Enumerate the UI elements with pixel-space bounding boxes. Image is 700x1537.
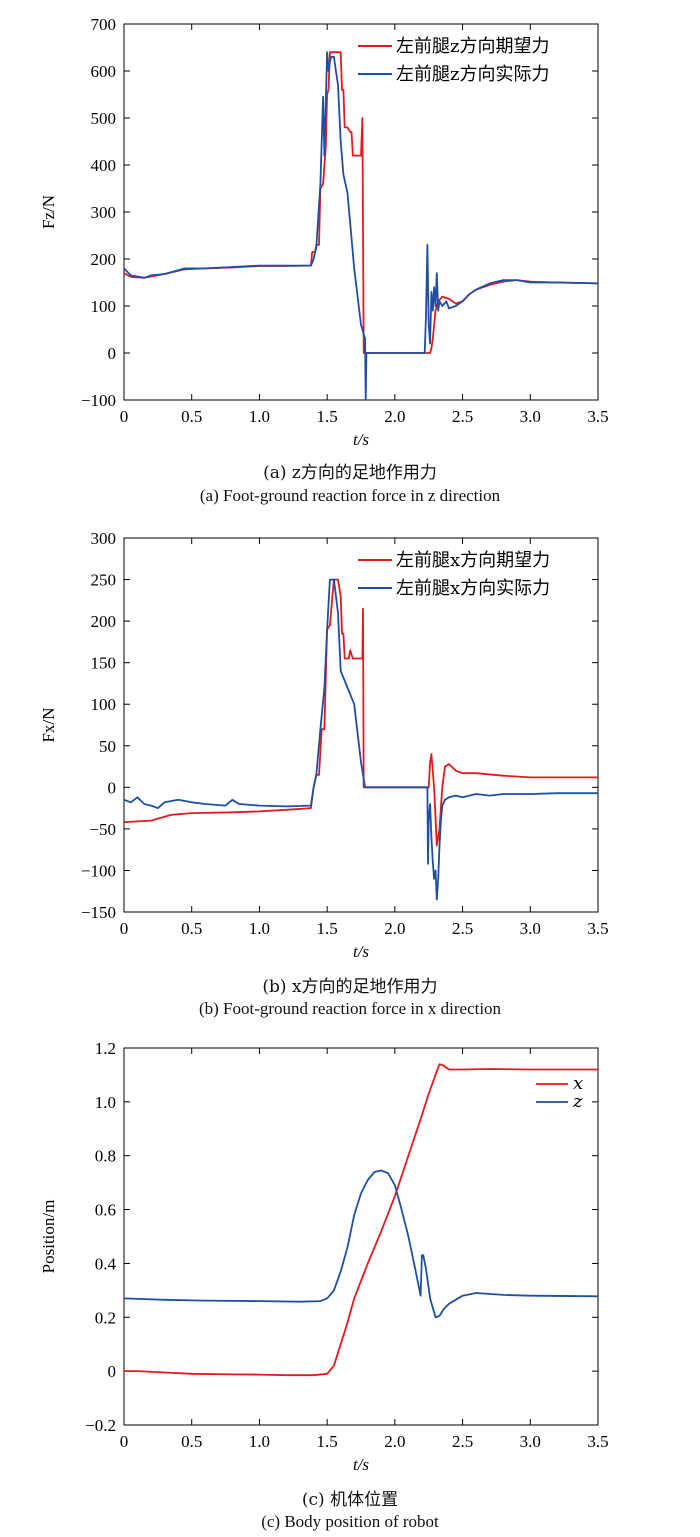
series-line-左前腿z方向实际力 — [124, 51, 598, 400]
y-tick-label: 200 — [91, 250, 117, 269]
y-tick-label: −50 — [89, 820, 116, 839]
legend-label: 左前腿x方向实际力 — [396, 578, 550, 599]
y-tick-label: 300 — [91, 203, 117, 222]
y-tick-label: 700 — [91, 15, 117, 34]
x-tick-label: 1.5 — [317, 407, 338, 426]
x-tick-label: 0 — [120, 407, 129, 426]
x-tick-label: 3.0 — [520, 919, 541, 938]
x-tick-label: 1.5 — [317, 1432, 338, 1451]
y-tick-label: −100 — [81, 391, 116, 410]
y-tick-label: 0 — [108, 778, 117, 797]
y-tick-label: 0.4 — [95, 1254, 117, 1273]
y-tick-label: 0.8 — [95, 1147, 116, 1166]
x-axis-label: t/s — [353, 430, 369, 449]
y-tick-label: −0.2 — [85, 1416, 116, 1435]
y-tick-label: 1.0 — [95, 1093, 116, 1112]
chart-panel-c: 0 0.5 1.0 1.5 2.0 2.5 3.0 3.5−0.200.20.40.60.81… — [39, 1039, 609, 1474]
y-tick-label: 500 — [91, 109, 117, 128]
caption-b-en: (b) Foot-ground reaction force in x dire… — [198, 999, 502, 1018]
plot-frame — [123, 537, 599, 913]
x-tick-label: 2.5 — [452, 407, 473, 426]
x-tick-label: 0 — [120, 919, 129, 938]
y-tick-label: 0 — [108, 1362, 117, 1381]
legend-label: 左前腿x方向期望力 — [396, 550, 550, 571]
chart-panel-b: 0 0.5 1.0 1.5 2.0 2.5 3.0 3.5 −150 −100 −50 0 50 100 1… — [39, 529, 609, 961]
y-tick-label: 200 — [91, 612, 117, 631]
y-tick-label: 1.2 — [95, 1039, 116, 1058]
y-axis-label: Position/m — [39, 1200, 58, 1274]
legend-label: 左前腿z方向实际力 — [396, 64, 549, 85]
y-tick-label: 0.2 — [95, 1308, 116, 1327]
y-tick-label: 300 — [91, 529, 117, 548]
legend-label: x — [573, 1073, 583, 1094]
x-tick-label: 1.0 — [249, 1432, 270, 1451]
x-tick-label: 2.0 — [384, 407, 405, 426]
chart-panel-a: 0 0.5 1.0 1.5 2.0 2.5 3.0 3.5−10001002003004005… — [39, 15, 609, 449]
series-line-左前腿x方向实际力 — [124, 578, 598, 901]
y-axis-label: Fz/N — [39, 195, 58, 229]
x-tick-label: 0 — [120, 1432, 129, 1451]
x-tick-label: 2.5 — [452, 1432, 473, 1451]
y-tick-label: 600 — [91, 62, 117, 81]
series-line-x — [124, 1063, 598, 1377]
x-tick-label: 3.5 — [587, 919, 608, 938]
x-axis-label: t/s — [353, 942, 369, 961]
y-tick-label: 50 — [99, 737, 116, 756]
caption-a-zh: (a) z方向的足地作用力 — [263, 463, 437, 483]
caption-b-zh: (b) x方向的足地作用力 — [262, 977, 438, 997]
x-tick-label: 0.5 — [181, 1432, 202, 1451]
x-tick-label: 3.0 — [520, 1432, 541, 1451]
series-line-左前腿z方向期望力 — [124, 51, 598, 354]
series-line-左前腿x方向期望力 — [124, 578, 598, 847]
y-axis-label: Fx/N — [39, 708, 58, 743]
x-tick-label: 3.5 — [587, 407, 608, 426]
x-tick-label: 1.5 — [317, 919, 338, 938]
y-tick-label: 100 — [91, 297, 117, 316]
legend-label: z — [572, 1091, 583, 1112]
x-tick-label: 1.0 — [249, 407, 270, 426]
x-tick-label: 1.0 — [249, 919, 270, 938]
y-tick-label: 400 — [91, 156, 117, 175]
x-tick-label: 0.5 — [181, 407, 202, 426]
y-tick-label: −100 — [81, 861, 116, 880]
caption-c-en: (c) Body position of robot — [261, 1512, 439, 1531]
x-tick-label: 2.0 — [384, 1432, 405, 1451]
x-axis-label: t/s — [353, 1455, 369, 1474]
x-tick-label: 3.0 — [520, 407, 541, 426]
series-line-z — [124, 1169, 598, 1319]
y-tick-label: 150 — [91, 654, 117, 673]
x-tick-label: 2.5 — [452, 919, 473, 938]
plot-frame — [123, 1047, 599, 1426]
caption-a-en: (a) Foot-ground reaction force in z dire… — [199, 486, 501, 505]
y-tick-label: −150 — [81, 903, 116, 922]
x-tick-label: 0.5 — [181, 919, 202, 938]
y-tick-label: 0 — [108, 344, 117, 363]
x-tick-label: 3.5 — [587, 1432, 608, 1451]
y-tick-label: 0.6 — [95, 1201, 116, 1220]
caption-c-zh: (c) 机体位置 — [301, 1490, 399, 1510]
y-tick-label: 100 — [91, 695, 117, 714]
x-tick-label: 2.0 — [384, 919, 405, 938]
y-tick-label: 250 — [91, 571, 117, 590]
legend-label: 左前腿z方向期望力 — [396, 36, 549, 57]
